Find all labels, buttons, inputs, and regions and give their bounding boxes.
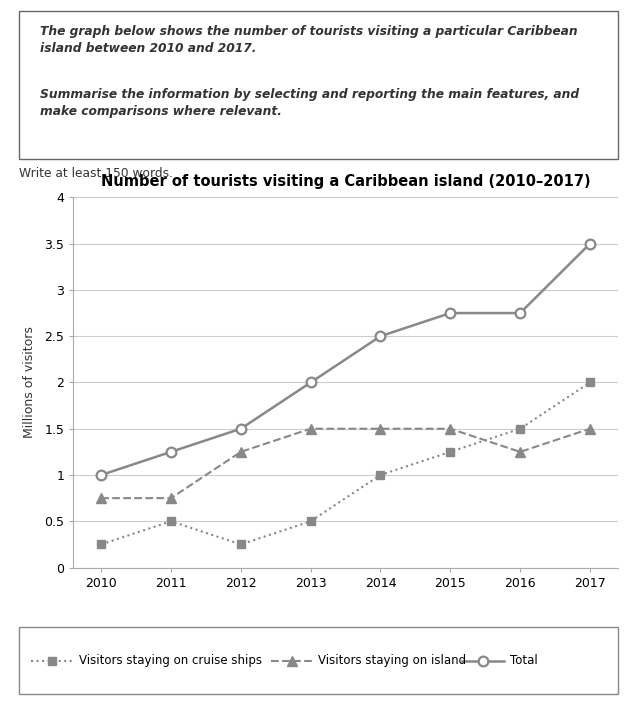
Text: Visitors staying on cruise ships: Visitors staying on cruise ships [79,654,262,668]
Text: Summarise the information by selecting and reporting the main features, and
make: Summarise the information by selecting a… [40,87,579,118]
FancyBboxPatch shape [19,627,618,694]
Text: Visitors staying on island: Visitors staying on island [318,654,467,668]
Text: The graph below shows the number of tourists visiting a particular Caribbean
isl: The graph below shows the number of tour… [40,25,578,56]
Text: Write at least 150 words.: Write at least 150 words. [19,167,173,180]
FancyBboxPatch shape [19,11,618,159]
Text: Total: Total [510,654,538,668]
Y-axis label: Millions of visitors: Millions of visitors [23,326,36,439]
Title: Number of tourists visiting a Caribbean island (2010–2017): Number of tourists visiting a Caribbean … [101,174,590,189]
